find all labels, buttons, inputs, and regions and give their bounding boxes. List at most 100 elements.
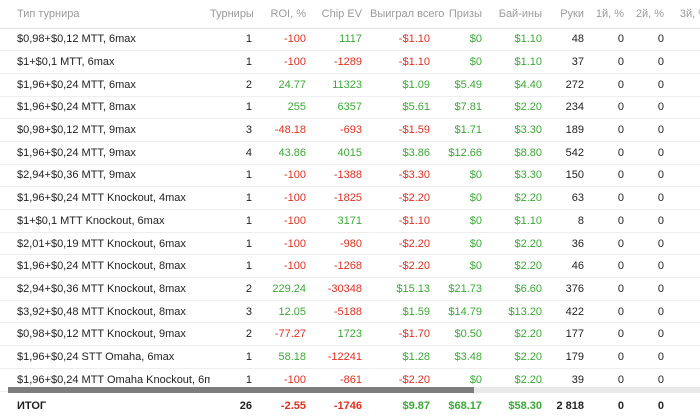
cell-roi: -100 [260,164,314,188]
cell-first-place: 0 [592,28,632,52]
cell-roi: 12.05 [260,300,314,324]
col-header-tournaments[interactable]: Турниры [210,0,260,29]
cell-hands: 542 [550,141,592,165]
cell-first-place: 0 [592,96,632,120]
total-won: $9.87 [402,400,430,412]
col-header-buyins[interactable]: Бай-ины [490,0,550,29]
col-header-second-place[interactable]: 2й, % [632,0,672,29]
cell-second-place: 0 [632,141,672,165]
cell-second-place: 0 [632,322,672,347]
cell-tournaments: 2 [210,277,260,301]
cell-chip-ev: -693 [314,118,370,142]
cell-chip-ev: -1388 [314,164,370,188]
cell-hands: 36 [550,232,592,256]
col-header-roi[interactable]: ROI, % [260,0,314,29]
total-roi: -2.55 [280,400,306,412]
table-row[interactable]: $1+$0,1 MTT Knockout, 6max 1 -100 3171 -$1.1… [0,209,700,233]
cell-chip-ev: -1825 [314,186,370,210]
col-header-hands[interactable]: Руки [550,0,592,29]
table-row[interactable]: $3,92+$0,48 MTT Knockout, 8max 3 12.05 -518… [0,300,700,324]
cell-tournaments: 3 [210,118,260,142]
scrollbar-thumb[interactable] [8,387,474,393]
total-tournaments: 26 [239,400,252,412]
cell-buyins: $2.20 [490,186,550,210]
cell-hands: 376 [550,277,592,301]
cell-won-total: -$2.20 [370,186,438,210]
cell-tournament-type: $1,96+$0,24 MTT, 6max [0,73,210,97]
table-row[interactable]: $1,96+$0,24 MTT, 9max 4 43.86 4015 $3.86 $12.… [0,141,700,165]
table-row[interactable]: $1+$0,1 MTT, 6max 1 -100 -1289 -$1.10 $0 $1.10… [0,50,700,74]
cell-tournament-type: $3,92+$0,48 MTT Knockout, 8max [0,300,210,324]
cell-prizes: $5.49 [438,73,490,97]
cell-won-total: $1.09 [370,73,438,97]
cell-hands: 150 [550,164,592,188]
cell-buyins: $2.20 [490,232,550,256]
cell-won-total: -$1.10 [370,209,438,233]
cell-third-place: 0 [672,322,700,347]
cell-first-place: 0 [592,141,632,165]
cell-chip-ev: -12241 [314,345,370,369]
cell-buyins: $1.10 [490,50,550,74]
cell-hands: 234 [550,96,592,120]
cell-tournament-type: $0,98+$0,12 MTT, 9max [0,118,210,142]
cell-third-place: 0 [672,186,700,210]
cell-buyins: $2.20 [490,368,550,392]
cell-third-place: 0 [672,28,700,52]
cell-prizes: $12.66 [438,141,490,165]
cell-tournament-type: $2,01+$0,19 MTT Knockout, 6max [0,232,210,256]
totals-table: ИТОГ 26 -2.55 -1746 $9.87 $68.17 $58.30 … [0,393,700,419]
cell-chip-ev: -1268 [314,254,370,279]
cell-first-place: 0 [592,164,632,188]
cell-won-total: -$1.70 [370,322,438,347]
cell-roi: 58.18 [260,345,314,369]
col-header-won-total[interactable]: Выиграл всего [370,0,444,29]
total-label: ИТОГ [17,400,47,412]
stats-table: Тип турнира Турниры ROI, % Chip EV Выигр… [0,0,700,392]
table-row[interactable]: $2,01+$0,19 MTT Knockout, 6max 1 -100 -980-… [0,232,700,256]
cell-second-place: 0 [632,50,672,74]
table-row[interactable]: $2,94+$0,36 MTT Knockout, 8max 2 229.24 -30… [0,277,700,301]
table-row[interactable]: $0,98+$0,12 MTT Knockout, 9max 2 -77.27 172… [0,322,700,347]
cell-second-place: 0 [632,300,672,324]
cell-roi: -100 [260,28,314,52]
table-row[interactable]: $1,96+$0,24 MTT Knockout, 8max 1 -100 -1268… [0,254,700,279]
cell-prizes: $0 [438,232,490,256]
table-row[interactable]: $1,96+$0,24 MTT, 6max 2 24.77 11323 $1.09 $5.… [0,73,700,97]
cell-tournaments: 1 [210,50,260,74]
cell-tournaments: 3 [210,300,260,324]
cell-tournament-type: $0,98+$0,12 MTT, 6max [0,28,210,52]
table-row[interactable]: $0,98+$0,12 MTT, 9max 3 -48.18 -693 -$1.59 $1… [0,118,700,142]
cell-second-place: 0 [632,277,672,301]
cell-buyins: $3.30 [490,118,550,142]
col-header-prizes[interactable]: Призы [438,0,490,29]
table-row[interactable]: $1,96+$0,24 MTT Omaha Knockout, 6max 1 -10… [0,368,700,392]
table-row[interactable]: $1,96+$0,24 STT Omaha, 6max 1 58.18 -12241 $… [0,345,700,369]
cell-buyins: $6.60 [490,277,550,301]
cell-roi: 24.77 [260,73,314,97]
cell-tournament-type: $2,94+$0,36 MTT Knockout, 8max [0,277,210,301]
col-header-tournament-type[interactable]: Тип турнира [0,0,210,29]
col-header-third-place[interactable]: 3й, % [672,0,700,29]
cell-buyins: $3.30 [490,164,550,188]
cell-tournaments: 1 [210,232,260,256]
cell-won-total: -$3.30 [370,164,438,188]
col-header-first-place[interactable]: 1й, % [592,0,632,29]
horizontal-scrollbar[interactable] [8,387,700,393]
cell-tournaments: 1 [210,96,260,120]
col-header-chip-ev[interactable]: Chip EV [314,0,370,29]
total-second-place: 0 [657,400,664,412]
cell-tournaments: 2 [210,73,260,97]
cell-buyins: $4.40 [490,73,550,97]
cell-won-total: $3.86 [370,141,438,165]
cell-hands: 422 [550,300,592,324]
table-row[interactable]: $0,98+$0,12 MTT, 6max 1 -100 1117 -$1.10 $0 $1… [0,28,700,52]
cell-first-place: 0 [592,73,632,97]
cell-hands: 8 [550,209,592,233]
total-third-place: 0 [672,393,700,419]
cell-prizes: $21.73 [438,277,490,301]
cell-won-total: -$1.59 [370,118,438,142]
cell-second-place: 0 [632,254,672,279]
table-row[interactable]: $2,94+$0,36 MTT, 9max 1 -100 -1388 -$3.30 $0 $… [0,164,700,188]
table-row[interactable]: $1,96+$0,24 MTT, 8max 1 255 6357 $5.61 $7.81 $… [0,96,700,120]
table-row[interactable]: $1,96+$0,24 MTT Knockout, 4max 1 -100 -1825… [0,186,700,210]
